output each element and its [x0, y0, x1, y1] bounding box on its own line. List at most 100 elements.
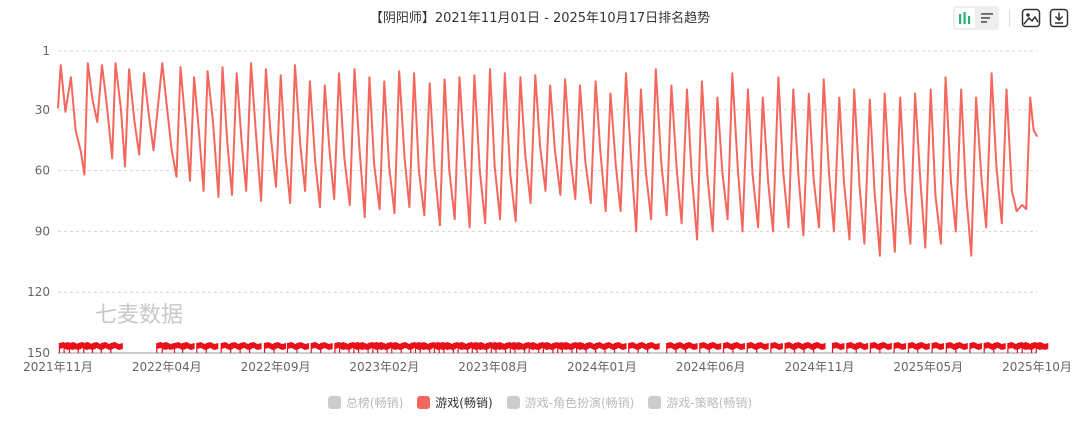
event-flag[interactable]: [812, 342, 826, 353]
legend-item[interactable]: 游戏(畅销): [417, 394, 493, 411]
event-flag[interactable]: [514, 342, 527, 353]
event-flag[interactable]: [869, 342, 883, 353]
event-flag[interactable]: [230, 342, 243, 353]
event-flag[interactable]: [486, 342, 499, 353]
event-flag[interactable]: [604, 342, 617, 353]
event-flag[interactable]: [63, 342, 77, 353]
event-flag[interactable]: [907, 342, 921, 353]
event-flag[interactable]: [675, 342, 689, 353]
event-flag[interactable]: [538, 342, 551, 353]
event-flag[interactable]: [100, 342, 114, 353]
event-flag[interactable]: [438, 342, 452, 353]
event-flag[interactable]: [377, 342, 390, 353]
event-flag[interactable]: [699, 342, 712, 353]
event-flag[interactable]: [495, 342, 508, 353]
event-flag[interactable]: [367, 342, 381, 353]
legend-item[interactable]: 游戏-策略(畅销): [648, 394, 752, 411]
event-flag[interactable]: [571, 342, 584, 353]
event-flag[interactable]: [855, 342, 869, 353]
list-icon[interactable]: [977, 8, 997, 28]
event-flag[interactable]: [647, 342, 660, 353]
event-flag[interactable]: [91, 342, 105, 353]
event-flag[interactable]: [476, 342, 490, 353]
event-flag[interactable]: [1030, 342, 1044, 353]
event-flag[interactable]: [320, 342, 333, 353]
event-flag[interactable]: [528, 342, 542, 353]
event-flag[interactable]: [372, 342, 385, 353]
legend-item[interactable]: 总榜(畅销): [327, 394, 403, 411]
event-flag[interactable]: [310, 342, 324, 353]
event-flag[interactable]: [182, 342, 195, 353]
event-flag[interactable]: [334, 342, 347, 353]
event-flag[interactable]: [594, 342, 608, 353]
event-flag[interactable]: [400, 342, 414, 353]
event-flag[interactable]: [955, 342, 968, 353]
image-save-icon[interactable]: [1020, 7, 1042, 29]
event-flag[interactable]: [339, 342, 352, 353]
event-flag[interactable]: [575, 342, 589, 353]
event-flag[interactable]: [391, 342, 404, 353]
event-flag[interactable]: [993, 342, 1006, 353]
event-flag[interactable]: [77, 342, 91, 353]
event-flag[interactable]: [433, 342, 447, 353]
legend-item[interactable]: 游戏-角色扮演(畅销): [506, 394, 634, 411]
event-flag[interactable]: [273, 342, 286, 353]
event-flag[interactable]: [386, 342, 399, 353]
event-flag[interactable]: [879, 342, 892, 353]
event-flag[interactable]: [353, 342, 366, 353]
event-flag[interactable]: [263, 342, 277, 353]
event-flag[interactable]: [110, 342, 123, 353]
event-flag[interactable]: [637, 342, 651, 353]
event-flag[interactable]: [969, 342, 982, 353]
event-flag[interactable]: [156, 342, 169, 353]
event-flag[interactable]: [83, 342, 96, 353]
event-flag[interactable]: [286, 342, 300, 353]
event-flag[interactable]: [917, 342, 930, 353]
event-flag[interactable]: [419, 342, 433, 353]
event-flag[interactable]: [1007, 342, 1020, 353]
event-flag[interactable]: [722, 342, 736, 353]
event-flag[interactable]: [831, 342, 845, 353]
event-flag[interactable]: [220, 342, 234, 353]
event-flag[interactable]: [457, 342, 471, 353]
event-flag[interactable]: [770, 342, 783, 353]
event-flag[interactable]: [205, 342, 219, 353]
event-flag[interactable]: [613, 342, 627, 353]
event-flag[interactable]: [348, 342, 362, 353]
event-flag[interactable]: [585, 342, 599, 353]
event-flag[interactable]: [429, 342, 442, 353]
event-flag[interactable]: [803, 342, 817, 353]
event-flag[interactable]: [410, 342, 423, 353]
event-flag[interactable]: [443, 342, 456, 353]
event-flag[interactable]: [196, 342, 209, 353]
event-flag[interactable]: [358, 342, 371, 353]
event-flag[interactable]: [173, 342, 187, 353]
event-flag[interactable]: [414, 342, 428, 353]
event-flag[interactable]: [557, 342, 570, 353]
event-flag[interactable]: [846, 342, 859, 353]
event-flag[interactable]: [68, 342, 82, 353]
event-flag[interactable]: [452, 342, 466, 353]
event-flag[interactable]: [1016, 342, 1030, 353]
event-flag[interactable]: [666, 342, 679, 353]
event-flag[interactable]: [296, 342, 309, 353]
event-flag[interactable]: [1035, 342, 1049, 353]
event-flag[interactable]: [1021, 342, 1035, 353]
event-flag[interactable]: [983, 342, 997, 353]
event-flag[interactable]: [542, 342, 556, 353]
event-flag[interactable]: [490, 342, 504, 353]
event-flag[interactable]: [161, 342, 175, 353]
event-flag[interactable]: [467, 342, 480, 353]
event-flag[interactable]: [628, 342, 641, 353]
event-flag[interactable]: [732, 342, 745, 353]
event-flag[interactable]: [523, 342, 537, 353]
event-flag[interactable]: [756, 342, 769, 353]
event-flag[interactable]: [509, 342, 523, 353]
event-flag[interactable]: [504, 342, 518, 353]
event-flag[interactable]: [708, 342, 722, 353]
event-flag[interactable]: [893, 342, 907, 353]
event-flag[interactable]: [931, 342, 945, 353]
download-icon[interactable]: [1048, 7, 1070, 29]
event-flag[interactable]: [239, 342, 253, 353]
event-flag[interactable]: [471, 342, 485, 353]
